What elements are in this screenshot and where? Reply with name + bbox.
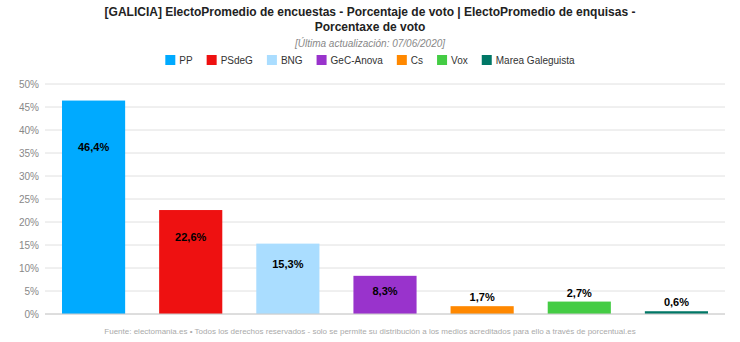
footer: Fuente: electomania.es • Todos los derec… [104,327,635,336]
legend-swatch [482,55,492,65]
y-tick-label: 50% [19,79,39,90]
data-label: 15,3% [272,258,303,270]
title: Porcentaxe de voto [315,20,426,34]
legend-label: PSdeG [221,55,253,66]
legend-swatch [165,55,175,65]
data-label: 46,4% [78,141,109,153]
y-tick-label: 30% [19,171,39,182]
y-tick-label: 20% [19,217,39,228]
legend-swatch [267,55,277,65]
bar [353,276,416,314]
y-axis: 0% 5% 10% 15% 20% 25% 30% 35% 40% 45% 50% [19,79,39,320]
bar [256,244,319,314]
legend-item: PP [165,55,193,66]
data-label: 2,7% [567,287,592,299]
y-tick-label: 25% [19,194,39,205]
grid-line [45,130,725,131]
grid-line [45,84,725,85]
grid-line [45,268,725,269]
grid-line [45,222,725,223]
legend-label: PP [179,55,193,66]
legend-item: PSdeG [207,55,253,66]
y-tick-label: 45% [19,102,39,113]
y-tick-label: 5% [25,286,40,297]
legend-label: Marea Galeguista [496,55,575,66]
data-label: 22,6% [175,231,206,243]
y-tick-label: 10% [19,263,39,274]
bars [62,101,708,314]
bar [451,306,514,314]
subtitle: [Última actualización: 07/06/2020] [294,37,445,49]
data-label: 1,7% [470,291,495,303]
grid-line [45,245,725,246]
legend-item: Marea Galeguista [482,55,575,66]
title: [GALICIA] ElectoPromedio de encuestas - … [105,5,636,19]
data-label: 8,3% [372,285,397,297]
legend-swatch [437,55,447,65]
legend-item: GeC-Anova [317,55,384,66]
x-axis-line [45,314,725,315]
grid-line [45,176,725,177]
legend-swatch [207,55,217,65]
legend-label: BNG [281,55,303,66]
legend-item: Vox [437,55,468,66]
grid-line [45,314,725,315]
data-label: 0,6% [664,296,689,308]
y-tick-label: 35% [19,148,39,159]
legend-swatch [397,55,407,65]
bar [159,210,222,314]
legend: PP PSdeG BNG GeC-Anova Cs Vox Marea Galeguista [165,55,575,66]
y-tick-label: 15% [19,240,39,251]
legend-label: GeC-Anova [331,55,384,66]
y-tick-label: 40% [19,125,39,136]
chart: [GALICIA] ElectoPromedio de encuestas - … [0,0,740,342]
bar [62,101,125,314]
grid [45,84,725,314]
bar [548,302,611,314]
data-labels: 46,4% 22,6% 15,3% 8,3% 1,7% 2,7% 0,6% [78,141,689,308]
y-tick-label: 0% [25,309,40,320]
legend-item: BNG [267,55,303,66]
legend-label: Vox [451,55,468,66]
legend-label: Cs [411,55,423,66]
legend-item: Cs [397,55,423,66]
grid-line [45,199,725,200]
grid-line [45,153,725,154]
grid-line [45,107,725,108]
legend-swatch [317,55,327,65]
